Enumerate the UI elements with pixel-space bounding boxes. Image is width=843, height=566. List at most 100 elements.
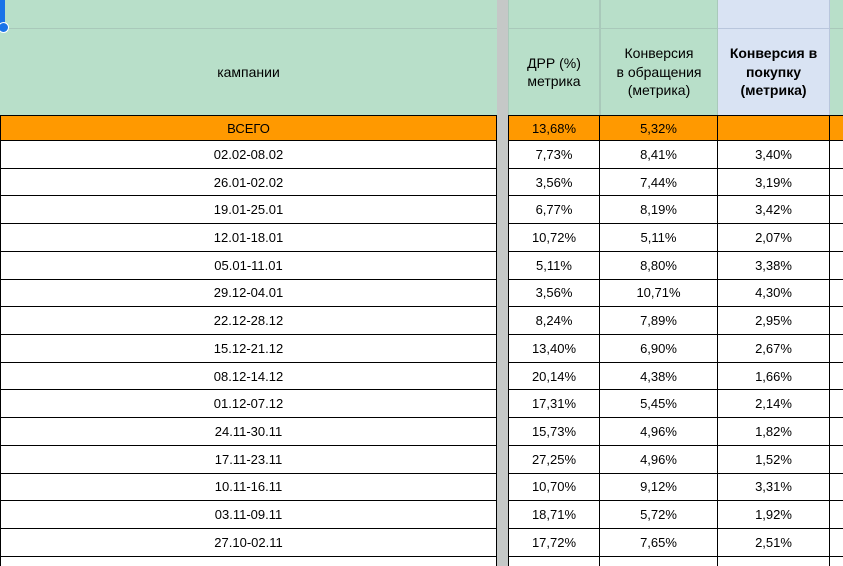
conv-inquiries-cell[interactable]: 8,19% — [600, 196, 718, 225]
conv-purchase-cell[interactable]: 3,38% — [718, 251, 830, 280]
drr-cell[interactable]: 6,77% — [508, 196, 600, 225]
conv-inquiries-cell[interactable]: 4,38% — [600, 362, 718, 391]
conv-inquiries-column-header[interactable]: Конверсия в обращения (метрика) — [600, 29, 718, 115]
cell-blank[interactable] — [830, 335, 843, 363]
cell-blank[interactable] — [0, 0, 497, 29]
cell-blank[interactable] — [830, 473, 843, 502]
cell-blank[interactable] — [830, 141, 843, 169]
campaign-cell[interactable]: 02.02-08.02 — [0, 141, 497, 169]
total-conv-purchase-cell[interactable] — [718, 115, 830, 141]
campaign-cell[interactable]: 19.01-25.01 — [0, 196, 497, 225]
drr-cell[interactable]: 13,40% — [508, 335, 600, 363]
conv-inquiries-cell[interactable]: 5,45% — [600, 390, 718, 419]
conv-purchase-cell[interactable]: 2,07% — [718, 224, 830, 252]
conv-inquiries-cell[interactable]: 4,96% — [600, 445, 718, 474]
cell-blank[interactable] — [0, 556, 497, 566]
drr-cell[interactable]: 3,56% — [508, 279, 600, 308]
conv-inquiries-cell[interactable]: 7,65% — [600, 529, 718, 557]
conv-purchase-cell[interactable]: 2,95% — [718, 307, 830, 336]
cell-blank[interactable] — [830, 390, 843, 419]
cell-blank[interactable] — [830, 529, 843, 557]
conv-purchase-cell[interactable]: 3,40% — [718, 141, 830, 169]
conv-purchase-cell[interactable]: 1,52% — [718, 445, 830, 474]
conv-purchase-cell[interactable]: 1,82% — [718, 418, 830, 446]
conv-purchase-cell[interactable]: 2,67% — [718, 335, 830, 363]
conv-purchase-cell[interactable]: 3,19% — [718, 168, 830, 197]
drr-cell[interactable]: 8,24% — [508, 307, 600, 336]
drr-cell[interactable]: 5,11% — [508, 251, 600, 280]
campaign-cell[interactable]: 12.01-18.01 — [0, 224, 497, 252]
drr-cell[interactable]: 7,73% — [508, 141, 600, 169]
campaign-cell[interactable]: 08.12-14.12 — [0, 362, 497, 391]
conv-inquiries-cell[interactable]: 7,89% — [600, 307, 718, 336]
cell-blank[interactable] — [830, 418, 843, 446]
total-label-cell[interactable]: ВСЕГО — [0, 115, 497, 141]
campaign-cell[interactable]: 17.11-23.11 — [0, 445, 497, 474]
selection-fill-handle[interactable] — [0, 22, 9, 33]
conv-inquiries-cell[interactable]: 9,12% — [600, 473, 718, 502]
drr-cell[interactable]: 10,70% — [508, 473, 600, 502]
cell-blank[interactable] — [830, 0, 843, 29]
drr-cell[interactable]: 3,56% — [508, 168, 600, 197]
table-row: 05.01-11.01 5,11% 8,80% 3,38% — [0, 251, 843, 280]
campaign-cell[interactable]: 29.12-04.01 — [0, 279, 497, 308]
cell-blank[interactable] — [830, 362, 843, 391]
conv-purchase-cell[interactable]: 2,14% — [718, 390, 830, 419]
cell-blank[interactable] — [830, 196, 843, 225]
cell-blank[interactable] — [830, 251, 843, 280]
campaign-cell[interactable]: 10.11-16.11 — [0, 473, 497, 502]
drr-cell[interactable]: 10,72% — [508, 224, 600, 252]
campaign-cell[interactable]: 01.12-07.12 — [0, 390, 497, 419]
campaign-cell[interactable]: 24.11-30.11 — [0, 418, 497, 446]
conv-inquiries-cell[interactable]: 4,96% — [600, 418, 718, 446]
campaign-cell[interactable]: 22.12-28.12 — [0, 307, 497, 336]
conv-purchase-cell[interactable]: 1,92% — [718, 501, 830, 530]
drr-cell[interactable]: 15,73% — [508, 418, 600, 446]
cell-blank[interactable] — [718, 556, 830, 566]
drr-cell[interactable]: 27,25% — [508, 445, 600, 474]
cell-blank[interactable] — [830, 29, 843, 115]
campaign-cell[interactable]: 05.01-11.01 — [0, 251, 497, 280]
cell-blank[interactable] — [830, 556, 843, 566]
cell-blank[interactable] — [830, 115, 843, 141]
conv-inquiries-cell[interactable]: 6,90% — [600, 335, 718, 363]
cell-blank[interactable] — [508, 0, 600, 29]
campaign-cell[interactable]: 15.12-21.12 — [0, 335, 497, 363]
total-drr-cell[interactable]: 13,68% — [508, 115, 600, 141]
conv-purchase-cell[interactable]: 2,51% — [718, 529, 830, 557]
conv-inquiries-cell[interactable]: 7,44% — [600, 168, 718, 197]
conv-inquiries-cell[interactable]: 5,11% — [600, 224, 718, 252]
cell-blank[interactable] — [830, 279, 843, 308]
conv-inquiries-cell[interactable]: 10,71% — [600, 279, 718, 308]
conv-purchase-cell[interactable]: 1,66% — [718, 362, 830, 391]
conv-purchase-cell[interactable]: 3,42% — [718, 196, 830, 225]
cell-blank[interactable] — [830, 445, 843, 474]
drr-cell[interactable]: 18,71% — [508, 501, 600, 530]
cell-blank[interactable] — [508, 556, 600, 566]
cell-blank-highlighted[interactable] — [718, 0, 830, 29]
bottom-partial-row — [0, 556, 843, 566]
campaign-cell[interactable]: 27.10-02.11 — [0, 529, 497, 557]
cell-blank[interactable] — [830, 168, 843, 197]
conv-inquiries-cell[interactable]: 5,72% — [600, 501, 718, 530]
cell-blank[interactable] — [830, 501, 843, 530]
cell-blank[interactable] — [830, 224, 843, 252]
campaign-cell[interactable]: 03.11-09.11 — [0, 501, 497, 530]
cell-blank[interactable] — [600, 556, 718, 566]
drr-cell[interactable]: 20,14% — [508, 362, 600, 391]
total-conv-inquiries-cell[interactable]: 5,32% — [600, 115, 718, 141]
drr-column-header[interactable]: ДРР (%) метрика — [508, 29, 600, 115]
drr-cell[interactable]: 17,72% — [508, 529, 600, 557]
conv-purchase-cell[interactable]: 4,30% — [718, 279, 830, 308]
conv-purchase-column-header[interactable]: Конверсия в покупку (метрика) — [718, 29, 830, 115]
cell-blank[interactable] — [600, 0, 718, 29]
conv-inquiries-cell[interactable]: 8,41% — [600, 141, 718, 169]
frozen-pane-divider — [497, 168, 508, 197]
campaign-cell[interactable]: 26.01-02.02 — [0, 168, 497, 197]
campaign-column-header[interactable]: кампании — [0, 29, 497, 115]
drr-cell[interactable]: 17,31% — [508, 390, 600, 419]
cell-blank[interactable] — [830, 307, 843, 336]
conv-inquiries-cell[interactable]: 8,80% — [600, 251, 718, 280]
conv-purchase-cell[interactable]: 3,31% — [718, 473, 830, 502]
